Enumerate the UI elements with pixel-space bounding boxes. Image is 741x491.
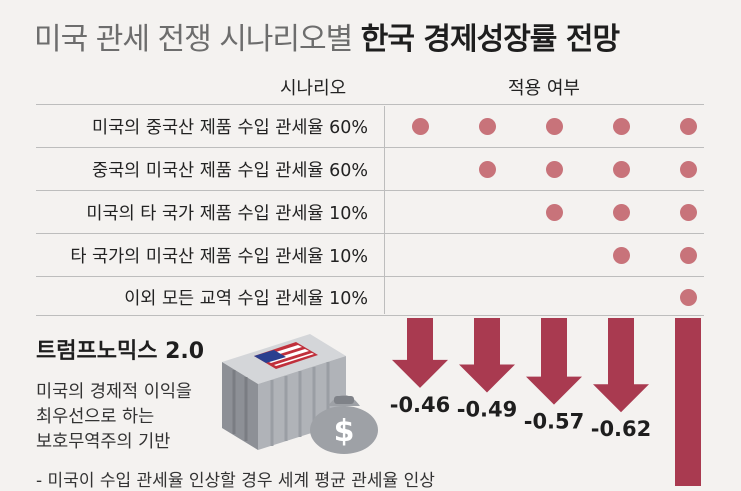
header-applied: 적용 여부 [508, 78, 580, 99]
title-light: 미국 관세 전쟁 시나리오별 [34, 22, 353, 57]
scenario-label: 미국의 타 국가 제품 수입 관세율 10% [86, 204, 368, 224]
growth-arrow [392, 318, 448, 388]
applied-dot [612, 160, 630, 178]
applied-dot [612, 203, 630, 221]
header-scenario: 시나리오 [280, 78, 347, 99]
growth-arrow [459, 318, 515, 393]
growth-value-label: -0.57 [524, 410, 585, 434]
growth-arrow [593, 318, 649, 413]
row-divider [36, 147, 704, 148]
applied-dot [679, 160, 697, 178]
applied-dot [679, 203, 697, 221]
applied-dot [545, 160, 563, 178]
growth-value-label: -0.62 [591, 417, 652, 441]
growth-bar [675, 318, 701, 486]
applied-dot [679, 117, 697, 135]
side-desc-line-2: 최우선으로 하는 [36, 407, 155, 427]
applied-dot [478, 117, 496, 135]
table-top-rule [36, 104, 704, 105]
table-bottom-rule [36, 315, 704, 316]
applied-dot [545, 203, 563, 221]
row-divider [36, 276, 704, 277]
scenario-label: 이외 모든 교역 수입 관세율 10% [124, 289, 368, 309]
scenario-label: 미국의 중국산 제품 수입 관세율 60% [91, 118, 368, 138]
side-note: - 미국이 수입 관세율 인상할 경우 세계 평균 관세율 인상 [36, 471, 435, 491]
scenario-label: 중국의 미국산 제품 수입 관세율 60% [91, 161, 368, 181]
applied-dot [612, 117, 630, 135]
applied-dot [679, 246, 697, 264]
growth-value-label: -0.49 [457, 397, 518, 421]
growth-arrow [526, 318, 582, 405]
chart-title: 미국 관세 전쟁 시나리오별 한국 경제성장률 전망 [34, 14, 620, 58]
applied-dot [545, 117, 563, 135]
svg-text:$: $ [334, 414, 355, 449]
side-desc-line-3: 보호무역주의 기반 [36, 432, 171, 452]
scenario-label: 타 국가의 미국산 제품 수입 관세율 10% [70, 247, 368, 267]
applied-dot [478, 160, 496, 178]
row-divider [36, 233, 704, 234]
illustration: $ [222, 334, 378, 454]
applied-dot [612, 246, 630, 264]
title-bold: 한국 경제성장률 전망 [360, 22, 620, 57]
side-desc-line-1: 미국의 경제적 이익을 [36, 382, 193, 402]
row-divider [36, 190, 704, 191]
growth-value-label: -0.46 [390, 393, 451, 417]
us-flag-icon [254, 342, 318, 369]
applied-dot [411, 117, 429, 135]
applied-dot [679, 288, 697, 306]
money-bag-icon: $ [310, 395, 378, 454]
column-divider [384, 106, 385, 314]
side-title: 트럼프노믹스 2.0 [36, 339, 205, 364]
